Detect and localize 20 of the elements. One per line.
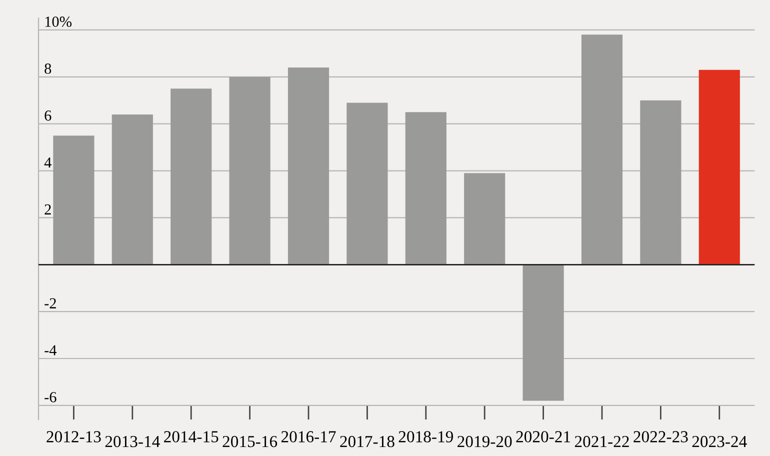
x-tick-label: 2022-23 — [634, 431, 688, 442]
x-tick-label: 2017-18 — [340, 436, 394, 448]
x-tick-label: 2019-20 — [458, 436, 512, 448]
x-tick-label: 2013-14 — [105, 436, 160, 448]
x-tick-label: 2016-17 — [281, 431, 336, 442]
y-tick-label: 8 — [44, 63, 52, 74]
y-tick-label: -6 — [44, 392, 56, 402]
y-tick-label: 10% — [45, 16, 72, 27]
y-tick-label: -2 — [44, 298, 56, 308]
x-tick-label: 2020-21 — [516, 431, 570, 442]
x-tick-label: 2018-19 — [398, 431, 453, 442]
y-tick-label: 6 — [44, 110, 52, 121]
x-tick-label: 2012-13 — [46, 431, 101, 442]
x-tick-label: 2014-15 — [164, 431, 218, 442]
y-tick-label: -4 — [44, 345, 57, 356]
y-tick-label: 4 — [44, 157, 52, 168]
x-tick-label: 2015-16 — [222, 436, 278, 448]
x-tick-label: 2023-24 — [692, 436, 747, 448]
x-tick-label: 2021-22 — [574, 436, 629, 448]
y-tick-label: 2 — [44, 204, 51, 214]
